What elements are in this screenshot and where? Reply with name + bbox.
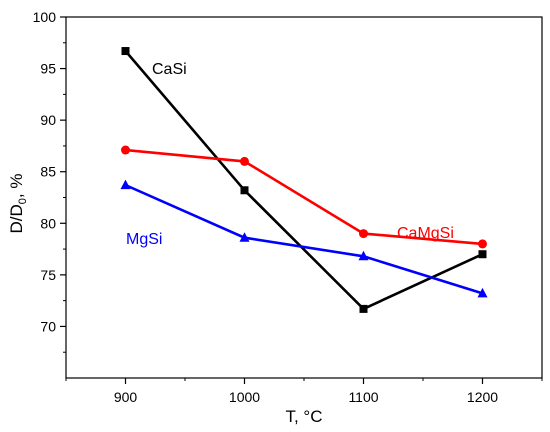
series-line-mgsi — [124, 183, 483, 295]
data-point-mgsi — [120, 179, 131, 190]
series-camgsi — [121, 145, 487, 249]
series-line-camgsi — [125, 148, 483, 246]
data-point-mgsi — [239, 232, 250, 242]
y-axis-title: D/D0, % — [7, 174, 29, 234]
x-tick-label: 900 — [114, 389, 138, 405]
y-axis-title-unit: , % — [7, 174, 26, 199]
series-labels: CaSi CaMgSi MgSi — [126, 61, 454, 248]
data-point-mgsi — [477, 287, 488, 298]
y-tick-label: 95 — [40, 61, 56, 77]
x-tick-label: 1200 — [467, 389, 498, 405]
series-label-casi: CaSi — [152, 61, 187, 78]
y-tick-label: 70 — [40, 318, 56, 334]
series-mgsi — [120, 179, 488, 298]
data-point-casi — [478, 250, 487, 259]
data-point-camgsi — [359, 229, 368, 239]
data-point-casi — [359, 304, 368, 313]
data-point-casi — [240, 186, 249, 195]
x-axis-title: T, °C — [285, 407, 322, 426]
y-axis-title-main: D/D — [7, 204, 26, 233]
series-label-camgsi: CaMgSi — [397, 225, 454, 242]
y-tick-label: 80 — [40, 215, 56, 231]
data-point-camgsi — [240, 156, 249, 166]
series-line-casi — [124, 50, 484, 311]
data-point-mgsi — [358, 250, 369, 261]
y-axis: 70 75 80 85 90 95 100 — [33, 9, 66, 353]
x-tick-label: 1000 — [229, 389, 260, 405]
series-label-mgsi: MgSi — [126, 231, 162, 248]
data-point-camgsi — [121, 145, 130, 155]
data-point-camgsi — [478, 239, 487, 249]
x-tick-label: 1100 — [348, 389, 378, 405]
series-layer — [120, 47, 488, 313]
y-tick-label: 90 — [40, 112, 56, 128]
series-casi — [121, 47, 487, 313]
y-axis-title-subscript: 0 — [17, 198, 29, 204]
y-tick-label: 75 — [40, 267, 56, 283]
data-point-casi — [121, 47, 130, 56]
y-tick-label: 100 — [33, 9, 57, 25]
y-tick-label: 85 — [40, 164, 56, 180]
x-axis: 900 1000 1100 1200 — [65, 378, 543, 405]
